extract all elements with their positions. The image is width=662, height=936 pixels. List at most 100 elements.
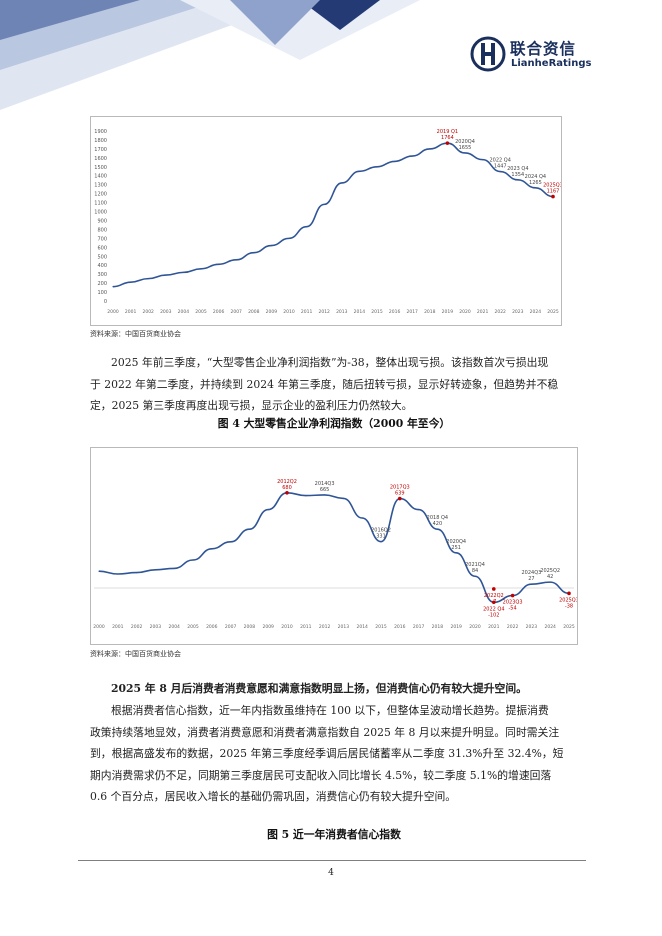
data-point: [211, 548, 213, 550]
annotation-label: 2020Q4: [455, 139, 475, 145]
figure3-chart: 0 100 200 300 400 500 600 700 800 900 1000 1100 1200…: [90, 116, 562, 326]
annotation-value: 1354: [511, 172, 524, 178]
y-tick-label: 700: [97, 236, 107, 242]
x-tick-label: 2017: [413, 624, 425, 630]
x-tick-label: 2017: [406, 309, 418, 315]
x-tick-label: 2013: [336, 309, 348, 315]
data-point: [267, 509, 269, 511]
annotation-value: 251: [451, 545, 461, 551]
y-tick-label: 1200: [94, 192, 107, 198]
x-tick-label: 2007: [230, 309, 242, 315]
annotation-marker: [551, 194, 555, 199]
y-tick-label: 100: [97, 290, 107, 296]
data-point: [530, 583, 532, 585]
paragraph-line: 0.6 个百分点，居民收入增长的基础仍需巩固，消费信心仍有较大提升空间。: [90, 790, 457, 803]
x-tick-label: 2002: [142, 309, 154, 315]
annotation-label: 2025Q2: [540, 568, 560, 574]
x-tick-label: 2000: [107, 309, 119, 315]
data-point: [288, 237, 290, 239]
annotation-label: 2022 Q4: [489, 158, 510, 164]
paragraph-line: 政策持续落地显效，消费者消费意愿和消费者满意指数自 2025 年 8 月以来提升…: [90, 725, 560, 739]
figure3-svg: 0 100 200 300 400 500 600 700 800 900 1000 1100 1200…: [94, 129, 562, 315]
x-tick-label: 2013: [338, 624, 350, 630]
data-point: [306, 226, 308, 228]
data-point: [342, 497, 344, 499]
lianhe-logo: 联合资信 LianheRatings: [470, 36, 595, 76]
figure3-source: 资料来源：中国百货商业协会: [90, 330, 181, 338]
annotation-label: 2025Q3: [543, 183, 562, 189]
y-tick-label: 1900: [94, 129, 107, 135]
y-tick-label: 1300: [94, 183, 107, 189]
x-tick-label: 2001: [125, 309, 137, 315]
data-point: [230, 541, 232, 543]
annotation-value: 639: [395, 491, 405, 497]
y-tick-label: 1800: [94, 138, 107, 144]
y-tick-label: 1000: [94, 210, 107, 216]
paragraph-line: 根据消费者信心指数，近一年内指数虽维持在 100 以下，但整体呈波动增长趋势。提…: [111, 704, 549, 717]
data-point: [436, 528, 438, 530]
x-tick-label: 2006: [213, 309, 225, 315]
annotation-value: 27: [528, 576, 534, 582]
figure5-title: 图 5 近一年消费者信心指数: [267, 828, 401, 841]
annotation-label: 2023Q3: [503, 600, 523, 606]
annotation-label: 2012Q2: [277, 479, 297, 485]
x-tick-label: 2008: [244, 624, 256, 630]
data-point: [380, 541, 382, 543]
y-tick-label: 900: [97, 218, 107, 224]
logo-text-cn: 联合资信: [510, 40, 577, 58]
x-tick-label: 2009: [262, 624, 274, 630]
annotation-label: 2022Q2: [484, 593, 504, 599]
data-point: [270, 244, 272, 247]
header-decoration: [0, 0, 420, 110]
annotation-marker: [492, 600, 496, 605]
y-tick-label: 200: [97, 281, 107, 287]
data-point: [200, 268, 202, 270]
x-tick-label: 2015: [375, 624, 387, 630]
page-number: 4: [328, 868, 334, 878]
x-tick-label: 2003: [150, 624, 162, 630]
x-tick-label: 2019: [442, 309, 454, 315]
lianhe-logo-icon: [470, 36, 506, 72]
data-point: [218, 263, 220, 265]
data-point: [455, 552, 457, 554]
y-tick-label: 1700: [94, 147, 107, 153]
paragraph-line: 2025 年前三季度，“大型零售企业净利润指数”为-38，整体出现亏损。该指数首…: [111, 356, 549, 369]
x-tick-label: 2011: [300, 624, 312, 630]
x-tick-label: 2025: [563, 624, 575, 630]
y-tick-label: 500: [97, 254, 107, 260]
y-tick-label: 400: [97, 263, 107, 269]
annotation-value: 680: [282, 485, 292, 491]
data-point: [324, 494, 326, 496]
annotation-label: 2024 Q4: [525, 174, 546, 180]
paragraph-line: 到，根据高盛发布的数据，2025 年第三季度经季调后居民储蓄率从二季度 31.3…: [90, 747, 564, 760]
data-point: [192, 559, 194, 561]
annotation-value: 42: [547, 574, 553, 580]
annotation-label: 2022 Q4: [483, 606, 504, 612]
data-point: [323, 203, 325, 205]
data-point: [253, 252, 255, 254]
x-tick-label: 2024: [544, 624, 556, 630]
annotation-value: 331: [376, 534, 386, 540]
data-point: [358, 170, 360, 172]
annotation-value: -38: [565, 603, 573, 609]
y-tick-label: 800: [97, 227, 107, 233]
x-tick-label: 2010: [281, 624, 293, 630]
data-point: [474, 575, 476, 577]
data-point: [147, 278, 149, 280]
data-point: [248, 528, 250, 530]
x-tick-label: 2012: [318, 309, 330, 315]
data-point: [549, 581, 551, 583]
annotation-label: 2018 Q4: [427, 515, 448, 521]
annotation-label: 2024Q3: [521, 570, 541, 576]
x-tick-label: 2023: [526, 624, 538, 630]
annotation-marker: [567, 591, 571, 596]
annotation-marker: [492, 587, 496, 591]
annotation-value: -54: [509, 606, 517, 612]
x-tick-label: 2000: [93, 624, 105, 630]
data-point: [499, 170, 501, 173]
data-point: [534, 187, 536, 189]
annotation-marker: [398, 496, 402, 501]
data-point: [112, 286, 114, 288]
figure4-source: 资料来源：中国百货商业协会: [90, 650, 181, 658]
x-tick-label: 2019: [450, 624, 462, 630]
